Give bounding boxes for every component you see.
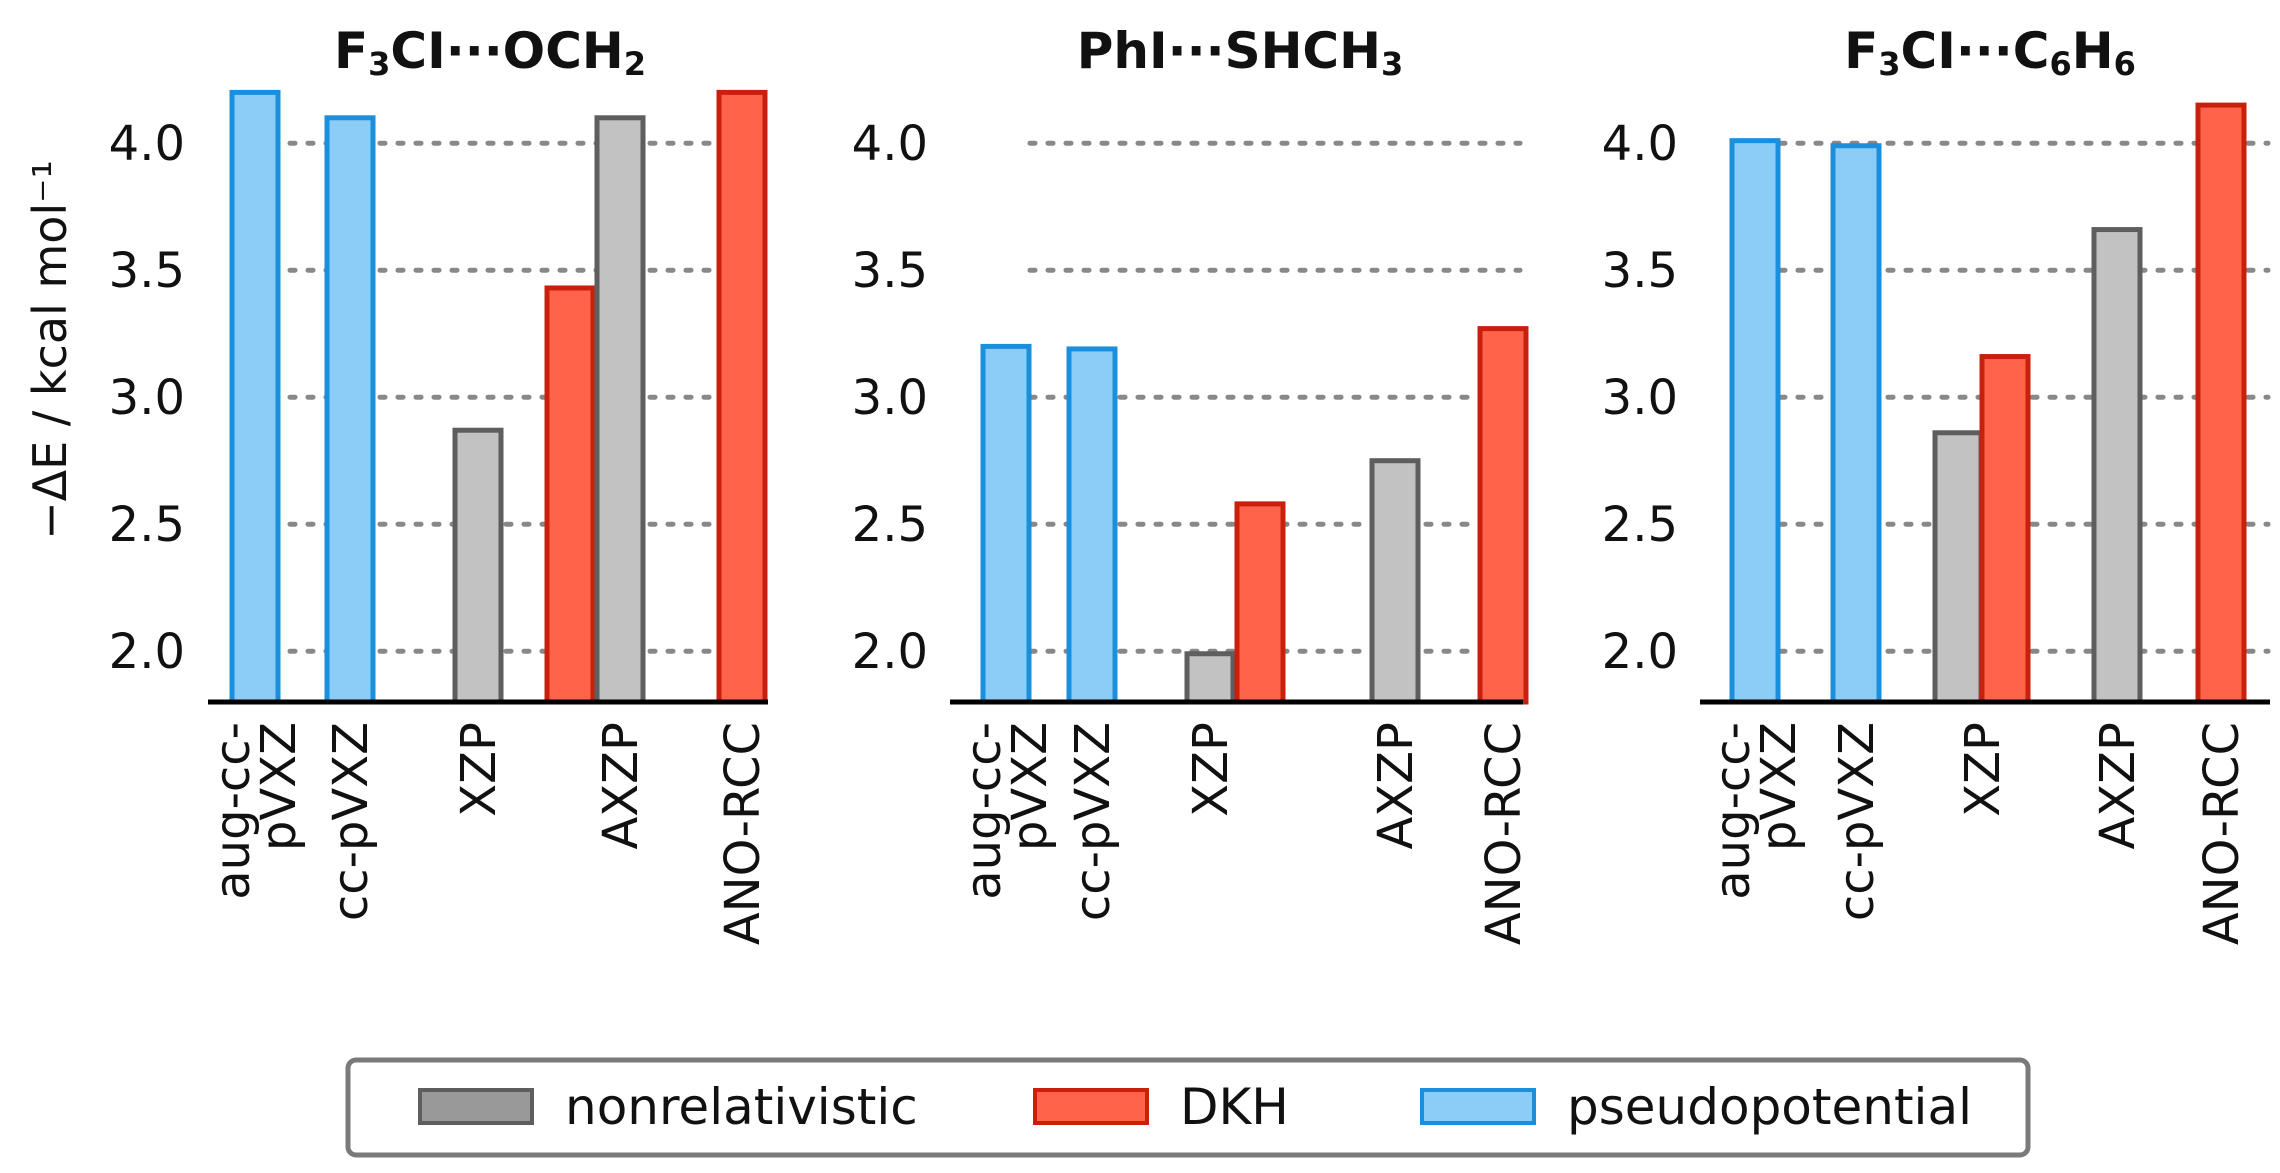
y-tick-label: 4.0	[852, 116, 928, 172]
title-text: F	[334, 22, 368, 80]
x-tick-label: ANO-RCC	[715, 722, 771, 945]
title-text: PhI···SHCH	[1077, 22, 1381, 80]
x-tick-label: XZP	[451, 722, 507, 817]
y-tick-label: 2.0	[109, 624, 185, 680]
title-subscript: 3	[368, 45, 390, 83]
y-axis-label: −ΔE / kcal mol⁻¹	[23, 160, 77, 540]
y-tick-label: 3.5	[109, 243, 185, 299]
bar-DKH	[1477, 326, 1529, 705]
legend-frame	[345, 1057, 2031, 1158]
x-tick-label: AXZP	[2090, 722, 2146, 850]
x-tick-label: AXZP	[1368, 722, 1424, 850]
x-tick-label: ANO-RCC	[1476, 722, 1532, 945]
x-tick-label: cc-pVXZ	[1065, 722, 1121, 921]
title-subscript: 3	[1381, 45, 1403, 83]
bar-nonrelativistic	[1184, 651, 1236, 705]
title-text: CI···OCH	[390, 22, 623, 80]
x-tick-label: aug-cc-	[1705, 722, 1761, 900]
x-tick-label: XZP	[1955, 722, 2011, 817]
y-tick-label: 3.0	[1602, 370, 1678, 426]
bar-nonrelativistic	[1369, 458, 1421, 705]
y-tick-label: 3.0	[109, 370, 185, 426]
bar-DKH	[2195, 102, 2247, 705]
x-tick-label: XZP	[1183, 722, 1239, 817]
bar-pseudopotential	[324, 115, 376, 705]
bar-pseudopotential	[980, 343, 1032, 705]
x-tick-label: aug-cc-	[205, 722, 261, 900]
bar-nonrelativistic	[452, 427, 504, 705]
y-tick-label: 2.0	[852, 624, 928, 680]
legend-label: pseudopotential	[1567, 1078, 1972, 1136]
title-text: H	[2072, 22, 2114, 80]
bar-pseudopotential	[1066, 346, 1118, 705]
y-tick-label: 2.0	[1602, 624, 1678, 680]
title-subscript: 3	[1878, 45, 1900, 83]
title-subscript: 2	[624, 45, 646, 83]
panel-2: PhI···SHCH3 2.0 2.5 3.0 3.5 4.0 aug-cc-pVXZ cc-…	[852, 22, 1532, 945]
bar-pseudopotential	[229, 89, 281, 705]
y-tick-label: 2.5	[109, 497, 185, 553]
x-tick-label: cc-pVXZ	[323, 722, 379, 921]
panel-title: F3CI···C6H6	[1844, 22, 2136, 83]
panel-title: F3CI···OCH2	[334, 22, 646, 83]
legend-swatch-DKH	[1033, 1088, 1149, 1125]
bar-nonrelativistic	[2091, 227, 2143, 705]
bar-pseudopotential	[1830, 143, 1882, 705]
y-tick-label: 3.0	[852, 370, 928, 426]
y-tick-label: 3.5	[1602, 243, 1678, 299]
panel-title: PhI···SHCH3	[1077, 22, 1404, 83]
x-tick-label: pVXZ	[251, 722, 307, 851]
legend-label: nonrelativistic	[565, 1078, 918, 1136]
y-tick-label: 4.0	[1602, 116, 1678, 172]
x-tick-label: ANO-RCC	[2194, 722, 2250, 945]
panel-1: F3CI···OCH2 2.0 2.5 3.0 3.5 4.0 aug-cc-pVXZ cc-…	[109, 22, 771, 945]
x-tick-label: pVXZ	[1751, 722, 1807, 851]
y-tick-label: 4.0	[109, 116, 185, 172]
bar-DKH	[1979, 354, 2031, 705]
x-tick-label: aug-cc-	[956, 722, 1012, 900]
y-tick-label: 2.5	[1602, 497, 1678, 553]
y-tick-label: 3.5	[852, 243, 928, 299]
bar-nonrelativistic	[1932, 430, 1984, 705]
bar-nonrelativistic	[594, 115, 646, 705]
title-subscript: 6	[2050, 45, 2072, 83]
title-text: F	[1844, 22, 1878, 80]
bar-DKH	[544, 285, 596, 705]
legend: nonrelativistic DKH pseudopotential	[345, 1057, 2031, 1158]
bar-pseudopotential	[1729, 138, 1781, 705]
legend-label: DKH	[1180, 1078, 1289, 1136]
x-tick-label: pVXZ	[1002, 722, 1058, 851]
x-tick-label: cc-pVXZ	[1829, 722, 1885, 921]
title-subscript: 6	[2114, 45, 2136, 83]
bar-DKH	[716, 89, 768, 705]
y-tick-label: 2.5	[852, 497, 928, 553]
x-tick-label: AXZP	[593, 722, 649, 850]
bar-DKH	[1234, 501, 1286, 705]
legend-swatch-nonrelativistic	[418, 1088, 534, 1125]
legend-swatch-pseudopotential	[1420, 1088, 1536, 1125]
title-text: CI···C	[1901, 22, 2050, 80]
